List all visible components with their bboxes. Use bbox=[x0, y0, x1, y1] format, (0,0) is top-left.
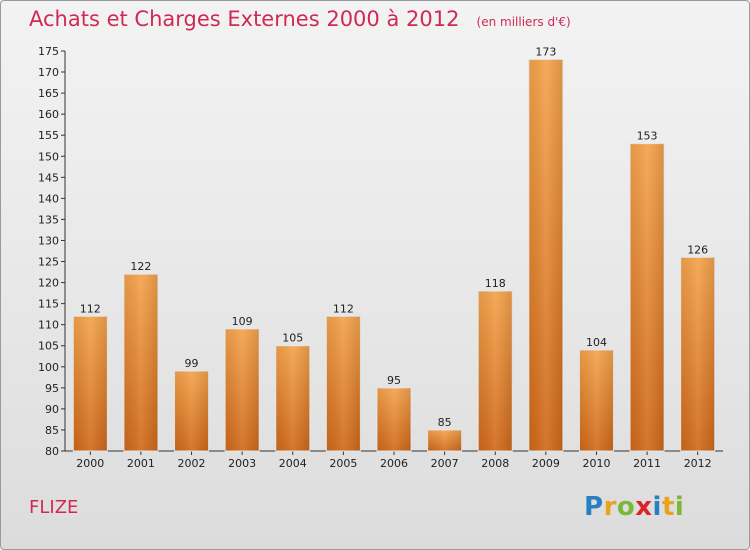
bar-shade bbox=[174, 371, 209, 451]
logo-letter: x bbox=[635, 492, 653, 522]
x-tick-label: 2007 bbox=[431, 457, 459, 470]
bar-shade bbox=[275, 345, 310, 451]
bar-value-label: 153 bbox=[637, 130, 658, 143]
chart-title-row: Achats et Charges Externes 2000 à 2012 (… bbox=[29, 7, 571, 31]
bar-value-label: 105 bbox=[282, 332, 303, 345]
bar-value-label: 104 bbox=[586, 336, 607, 349]
bar-shade bbox=[73, 316, 108, 451]
y-tick-label: 95 bbox=[45, 382, 59, 395]
x-tick-label: 2011 bbox=[633, 457, 661, 470]
logo-letter: i bbox=[652, 492, 662, 522]
y-tick-label: 165 bbox=[38, 87, 59, 100]
y-tick-label: 105 bbox=[38, 340, 59, 353]
bar-value-label: 118 bbox=[485, 277, 506, 290]
bar-value-label: 173 bbox=[535, 45, 556, 58]
logo-letter: P bbox=[584, 492, 604, 522]
logo-letter: r bbox=[603, 492, 617, 522]
y-tick-label: 145 bbox=[38, 171, 59, 184]
x-tick-label: 2003 bbox=[228, 457, 256, 470]
y-tick-label: 100 bbox=[38, 361, 59, 374]
x-tick-label: 2005 bbox=[329, 457, 357, 470]
bar-shade bbox=[478, 291, 513, 451]
y-tick-label: 150 bbox=[38, 150, 59, 163]
bar-value-label: 112 bbox=[80, 302, 101, 315]
x-tick-label: 2002 bbox=[178, 457, 206, 470]
bar-value-label: 85 bbox=[438, 416, 452, 429]
x-tick-label: 2008 bbox=[481, 457, 509, 470]
x-tick-label: 2010 bbox=[582, 457, 610, 470]
bar-shade bbox=[123, 274, 158, 451]
x-tick-label: 2012 bbox=[684, 457, 712, 470]
bar-value-label: 99 bbox=[185, 357, 199, 370]
y-tick-label: 125 bbox=[38, 256, 59, 269]
bar-shade bbox=[579, 349, 614, 451]
commune-name: FLIZE bbox=[29, 497, 79, 518]
bar-value-label: 122 bbox=[130, 260, 151, 273]
y-tick-label: 110 bbox=[38, 319, 59, 332]
y-tick-label: 155 bbox=[38, 129, 59, 142]
x-tick-label: 2001 bbox=[127, 457, 155, 470]
logo-letter: t bbox=[661, 492, 675, 522]
y-tick-label: 120 bbox=[38, 277, 59, 290]
y-tick-label: 80 bbox=[45, 445, 59, 458]
y-tick-label: 140 bbox=[38, 192, 59, 205]
bar-shade bbox=[225, 328, 260, 451]
x-tick-label: 2004 bbox=[279, 457, 307, 470]
bar-value-label: 126 bbox=[687, 243, 708, 256]
bar-shade bbox=[377, 387, 411, 451]
bar-value-label: 95 bbox=[387, 374, 401, 387]
y-tick-label: 90 bbox=[45, 403, 59, 416]
y-tick-label: 175 bbox=[38, 45, 59, 58]
y-tick-label: 115 bbox=[38, 298, 59, 311]
y-tick-label: 135 bbox=[38, 213, 59, 226]
logo-letter: o bbox=[616, 492, 636, 522]
y-tick-label: 160 bbox=[38, 108, 59, 121]
bar-value-label: 109 bbox=[232, 315, 253, 328]
proxiti-logo: Proxiti bbox=[584, 492, 684, 522]
bar-shade bbox=[528, 59, 563, 451]
x-tick-label: 2006 bbox=[380, 457, 408, 470]
bar-shade bbox=[680, 257, 715, 451]
bar-shade bbox=[427, 429, 462, 451]
logo-letter: i bbox=[674, 492, 685, 522]
bar-shade bbox=[630, 143, 665, 451]
y-tick-label: 85 bbox=[45, 424, 59, 437]
y-tick-label: 170 bbox=[38, 66, 59, 79]
bar-value-label: 112 bbox=[333, 302, 354, 315]
y-tick-label: 130 bbox=[38, 234, 59, 247]
chart-subtitle: (en milliers d'€) bbox=[476, 15, 571, 29]
chart-title: Achats et Charges Externes 2000 à 2012 bbox=[29, 7, 460, 31]
x-tick-label: 2000 bbox=[76, 457, 104, 470]
bar-shade bbox=[326, 316, 361, 451]
x-tick-label: 2009 bbox=[532, 457, 560, 470]
